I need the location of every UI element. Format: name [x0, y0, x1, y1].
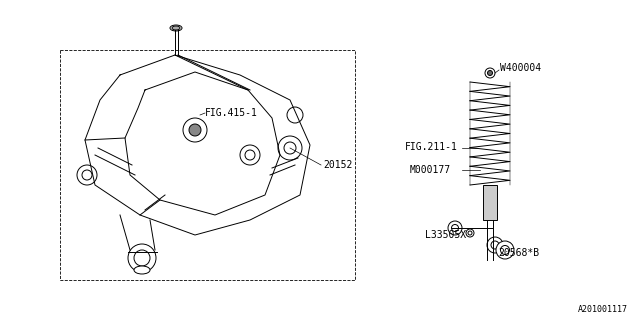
Circle shape [466, 229, 474, 237]
Ellipse shape [172, 26, 180, 30]
Circle shape [488, 70, 493, 76]
Circle shape [245, 150, 255, 160]
Circle shape [183, 118, 207, 142]
Circle shape [287, 107, 303, 123]
Text: FIG.415-1: FIG.415-1 [205, 108, 258, 118]
Circle shape [128, 244, 156, 272]
Circle shape [82, 170, 92, 180]
Circle shape [451, 225, 458, 231]
Circle shape [77, 165, 97, 185]
Circle shape [240, 145, 260, 165]
Circle shape [448, 221, 462, 235]
Circle shape [284, 142, 296, 154]
Circle shape [491, 241, 499, 249]
Circle shape [278, 136, 302, 160]
Circle shape [485, 68, 495, 78]
Text: W400004: W400004 [500, 63, 541, 73]
Circle shape [500, 245, 509, 254]
Text: A201001117: A201001117 [578, 306, 628, 315]
Circle shape [468, 231, 472, 235]
Circle shape [487, 237, 503, 253]
Circle shape [496, 241, 514, 259]
Circle shape [134, 250, 150, 266]
Text: L33505X: L33505X [425, 230, 466, 240]
Bar [483, 185, 497, 220]
Ellipse shape [134, 266, 150, 274]
Text: M000177: M000177 [410, 165, 451, 175]
Ellipse shape [170, 25, 182, 31]
Circle shape [189, 124, 201, 136]
Text: FIG.211-1: FIG.211-1 [405, 142, 458, 152]
Text: 20568*B: 20568*B [498, 248, 539, 258]
Text: 20152: 20152 [323, 160, 353, 170]
